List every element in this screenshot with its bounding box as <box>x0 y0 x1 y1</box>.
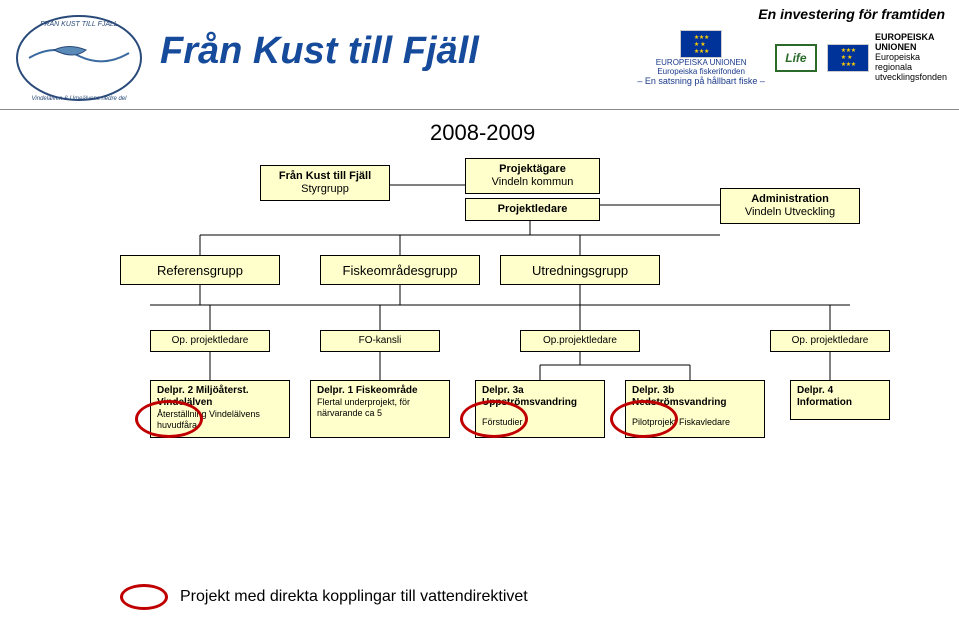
leader: Projektledare <box>472 203 593 216</box>
life-icon: Life <box>775 44 817 72</box>
admin-title: Administration <box>727 193 853 206</box>
eu-flag-icon: ★ ★ ★★ ★★ ★ ★ <box>680 30 722 58</box>
eu-flag-icon: ★ ★ ★★ ★★ ★ ★ <box>827 44 869 72</box>
year-label: 2008-2009 <box>430 120 535 146</box>
eu-left-line1: EUROPEISKA UNIONEN <box>656 58 747 67</box>
box-fiskeomradesgrupp: Fiskeområdesgrupp <box>320 255 480 285</box>
d4-title: Delpr. 4 <box>797 385 883 397</box>
footer-text: Projekt med direkta kopplingar till vatt… <box>180 588 528 606</box>
box-referensgrupp: Referensgrupp <box>120 255 280 285</box>
eu-regional-logo: ★ ★ ★★ ★★ ★ ★ EUROPEISKA UNIONEN Europei… <box>827 33 947 82</box>
d4-sub: Information <box>797 397 883 409</box>
d1-sub1: Flertal underprojekt, för <box>317 397 443 408</box>
box-op-projektledare-2: Op.projektledare <box>520 330 640 352</box>
svg-text:Vindelälven & Umeälvens nedre: Vindelälven & Umeälvens nedre del <box>32 96 128 102</box>
box-utredningsgrupp: Utredningsgrupp <box>500 255 660 285</box>
owner-sub: Vindeln kommun <box>472 176 593 189</box>
highlight-circle-icon <box>610 400 678 438</box>
admin-sub: Vindeln Utveckling <box>727 206 853 219</box>
header-logos: ★ ★ ★★ ★★ ★ ★ EUROPEISKA UNIONEN Europei… <box>637 30 947 86</box>
project-logo-icon: FRÅN KUST TILL FJÄLL Vindelälven & Umeäl… <box>14 8 144 108</box>
d1-title: Delpr. 1 Fiskeområde <box>317 385 443 397</box>
box-fo-kansli: FO-kansli <box>320 330 440 352</box>
life-logo: Life <box>775 44 817 72</box>
eu-fisheries-logo: ★ ★ ★★ ★★ ★ ★ EUROPEISKA UNIONEN Europei… <box>637 30 765 86</box>
page-title: Från Kust till Fjäll <box>160 30 479 73</box>
eu-left-line2: Europeiska fiskerifonden <box>657 67 745 76</box>
box-owner: Projektägare Vindeln kommun <box>465 158 600 194</box>
highlight-circle-icon <box>460 400 528 438</box>
eu-left-line3: – En satsning på hållbart fiske – <box>637 76 765 86</box>
box-op-projektledare-3: Op. projektledare <box>770 330 890 352</box>
box-delpr-1: Delpr. 1 Fiskeområde Flertal underprojek… <box>310 380 450 438</box>
d3b-title: Delpr. 3b <box>632 385 758 397</box>
d3a-title: Delpr. 3a <box>482 385 598 397</box>
styr-sub: Styrgrupp <box>267 183 383 196</box>
box-projektledare: Projektledare <box>465 198 600 221</box>
eu-right-line5: utvecklingsfonden <box>875 73 947 83</box>
tagline: En investering för framtiden <box>758 6 945 22</box>
org-chart: 2008-2009 <box>0 110 959 570</box>
box-admin: Administration Vindeln Utveckling <box>720 188 860 224</box>
box-styrgrupp: Från Kust till Fjäll Styrgrupp <box>260 165 390 201</box>
styr-title: Från Kust till Fjäll <box>267 170 383 183</box>
svg-text:FRÅN KUST TILL FJÄLL: FRÅN KUST TILL FJÄLL <box>40 19 118 28</box>
header: En investering för framtiden Från Kust t… <box>0 0 959 110</box>
d1-sub2: närvarande ca 5 <box>317 408 443 419</box>
highlight-circle-icon <box>135 400 203 438</box>
d2-title: Delpr. 2 Miljöåterst. <box>157 385 283 397</box>
box-op-projektledare-1: Op. projektledare <box>150 330 270 352</box>
legend-circle-icon <box>120 584 168 610</box>
owner-title: Projektägare <box>472 163 593 176</box>
box-delpr-4: Delpr. 4 Information <box>790 380 890 420</box>
footer-legend: Projekt med direkta kopplingar till vatt… <box>120 584 528 610</box>
eu-right-text: EUROPEISKA UNIONEN Europeiska regionala … <box>875 33 947 82</box>
